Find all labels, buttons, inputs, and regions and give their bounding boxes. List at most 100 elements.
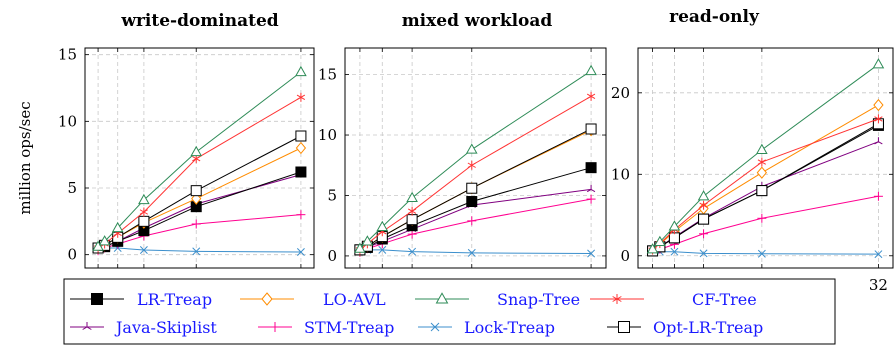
data-point — [872, 58, 885, 69]
data-point — [467, 216, 477, 226]
data-point — [467, 248, 476, 257]
legend-marker — [261, 292, 273, 306]
y-tick-label: 5 — [67, 179, 77, 197]
legend-entry-cf-tree: CF-Tree — [590, 290, 757, 309]
data-point — [586, 91, 596, 101]
y-tick-label: 0 — [327, 247, 337, 265]
legend-marker — [435, 292, 449, 304]
legend-label: STM-Treap — [304, 318, 394, 337]
data-point — [587, 249, 596, 258]
legend-label: CF-Tree — [692, 290, 757, 309]
series-line — [359, 70, 592, 250]
legend-marker — [270, 322, 280, 332]
data-point — [466, 182, 478, 194]
legend-entry-lock-treap: Lock-Treap — [418, 318, 555, 337]
data-point — [756, 143, 768, 154]
data-point — [873, 191, 883, 201]
series-line — [652, 195, 879, 253]
data-point — [466, 196, 478, 208]
series-cf-tree — [93, 92, 306, 253]
data-point — [757, 249, 766, 258]
series-java-skiplist — [355, 184, 596, 254]
legend-marker — [82, 322, 92, 330]
data-point — [586, 184, 596, 193]
series-snap-tree — [92, 65, 307, 251]
data-point — [407, 206, 417, 216]
y-tick-label: 0 — [620, 247, 630, 265]
y-axis-label: million ops/sec — [16, 101, 34, 214]
data-point — [190, 185, 202, 197]
series-cf-tree — [648, 114, 883, 255]
series-line — [652, 251, 879, 255]
series-cf-tree — [355, 91, 596, 255]
series-line — [97, 214, 301, 252]
series-opt-lr-treap — [647, 118, 884, 257]
y-tick-label: 10 — [318, 126, 337, 144]
data-point — [378, 245, 387, 254]
legend-box — [63, 278, 836, 345]
data-point — [296, 92, 306, 102]
legend: LR-Treap LO-AVL Snap-Tree CF-Tree Java-Skipl… — [63, 278, 836, 345]
y-tick-label: 10 — [611, 165, 630, 183]
panel-write-dominated: write-dominated1481632051015million ops/… — [16, 11, 315, 294]
data-point — [585, 162, 597, 174]
data-point — [874, 137, 883, 145]
data-point — [295, 166, 307, 178]
series-lo-avl — [92, 141, 307, 255]
data-point — [295, 65, 307, 77]
legend-label: LO-AVL — [323, 290, 386, 309]
y-tick-label: 15 — [58, 46, 77, 64]
data-point — [699, 200, 708, 210]
series-snap-tree — [646, 58, 885, 254]
data-point — [295, 130, 307, 142]
panel-title: read-only — [669, 7, 760, 27]
data-point — [138, 193, 150, 205]
data-point — [192, 247, 201, 256]
data-point — [190, 145, 203, 157]
series-line — [359, 167, 592, 251]
legend-entry-lr-treap: LR-Treap — [70, 290, 212, 309]
data-point — [467, 160, 476, 170]
series-line — [652, 104, 879, 251]
panel-title: mixed workload — [402, 11, 553, 31]
data-point — [757, 157, 767, 167]
legend-entry-lo-avl: LO-AVL — [240, 290, 386, 309]
legend-label: Java-Skiplist — [114, 318, 217, 337]
legend-marker — [612, 294, 622, 304]
panel-read-only: read-only148163201020 — [611, 7, 894, 294]
data-point — [191, 219, 201, 229]
plot-frame — [344, 47, 607, 269]
y-tick-label: 20 — [611, 84, 630, 102]
plot-frame — [84, 47, 315, 269]
data-point — [296, 210, 306, 220]
data-point — [670, 247, 679, 256]
data-point — [654, 235, 666, 247]
series-snap-tree — [354, 64, 597, 253]
legend-label: Opt-LR-Treap — [653, 318, 763, 337]
data-point — [111, 221, 124, 233]
data-point — [296, 248, 305, 256]
data-point — [757, 213, 767, 223]
series-line — [359, 249, 592, 254]
data-point — [874, 114, 883, 124]
legend-label: Snap-Tree — [497, 290, 580, 309]
data-point — [408, 247, 417, 256]
data-point — [668, 232, 680, 244]
data-point — [406, 191, 418, 202]
x-tick-label: 32 — [869, 276, 888, 294]
panel-title: write-dominated — [120, 11, 278, 31]
data-point — [586, 194, 596, 204]
plot-frame — [637, 47, 894, 269]
data-point — [139, 246, 148, 254]
data-point — [874, 250, 883, 259]
data-point — [354, 242, 366, 253]
legend-label: LR-Treap — [137, 290, 212, 309]
data-point — [465, 143, 478, 154]
data-point — [139, 207, 149, 217]
data-point — [698, 213, 710, 225]
data-point — [191, 192, 202, 205]
legend-label: Lock-Treap — [464, 318, 555, 337]
data-point — [873, 98, 884, 112]
